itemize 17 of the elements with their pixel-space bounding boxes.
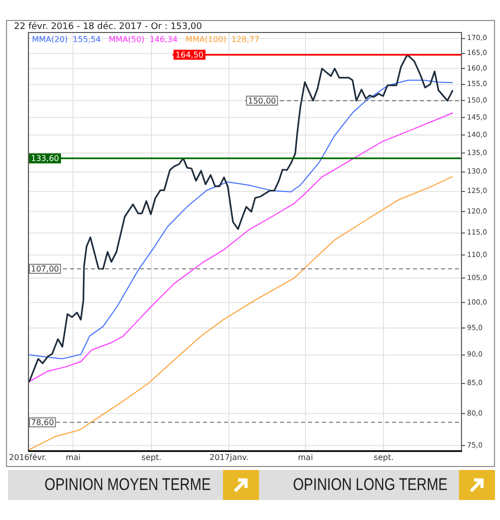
text: MMA(100) 128,77 [186, 35, 260, 44]
text: MMA(20) 155,54 [32, 35, 101, 44]
x-tick-label: mai [298, 452, 313, 462]
text: MMA(50) 146,34 [108, 35, 178, 44]
x-tick-label: sept. [374, 452, 394, 462]
text: OPINION MOYEN TERME [44, 475, 211, 495]
x-tick-label: sept. [142, 452, 162, 462]
ref-line-label: 107,00 [31, 264, 59, 274]
ref-line-label: 150,00 [248, 96, 276, 106]
ref-line-label: 78,60 [31, 418, 54, 427]
x-tick-label: 2017janv. [209, 452, 249, 462]
chart-title: 22 févr. 2016 - 18 déc. 2017 - Or : 153,00 [14, 21, 202, 32]
ref-line-label: 133,60 [31, 154, 59, 163]
text: OPINION LONG TERME [292, 475, 448, 495]
x-tick-label: mai [66, 452, 81, 462]
ref-line-label: 164,50 [176, 50, 204, 60]
x-tick-label: 2016févr. [9, 452, 47, 462]
